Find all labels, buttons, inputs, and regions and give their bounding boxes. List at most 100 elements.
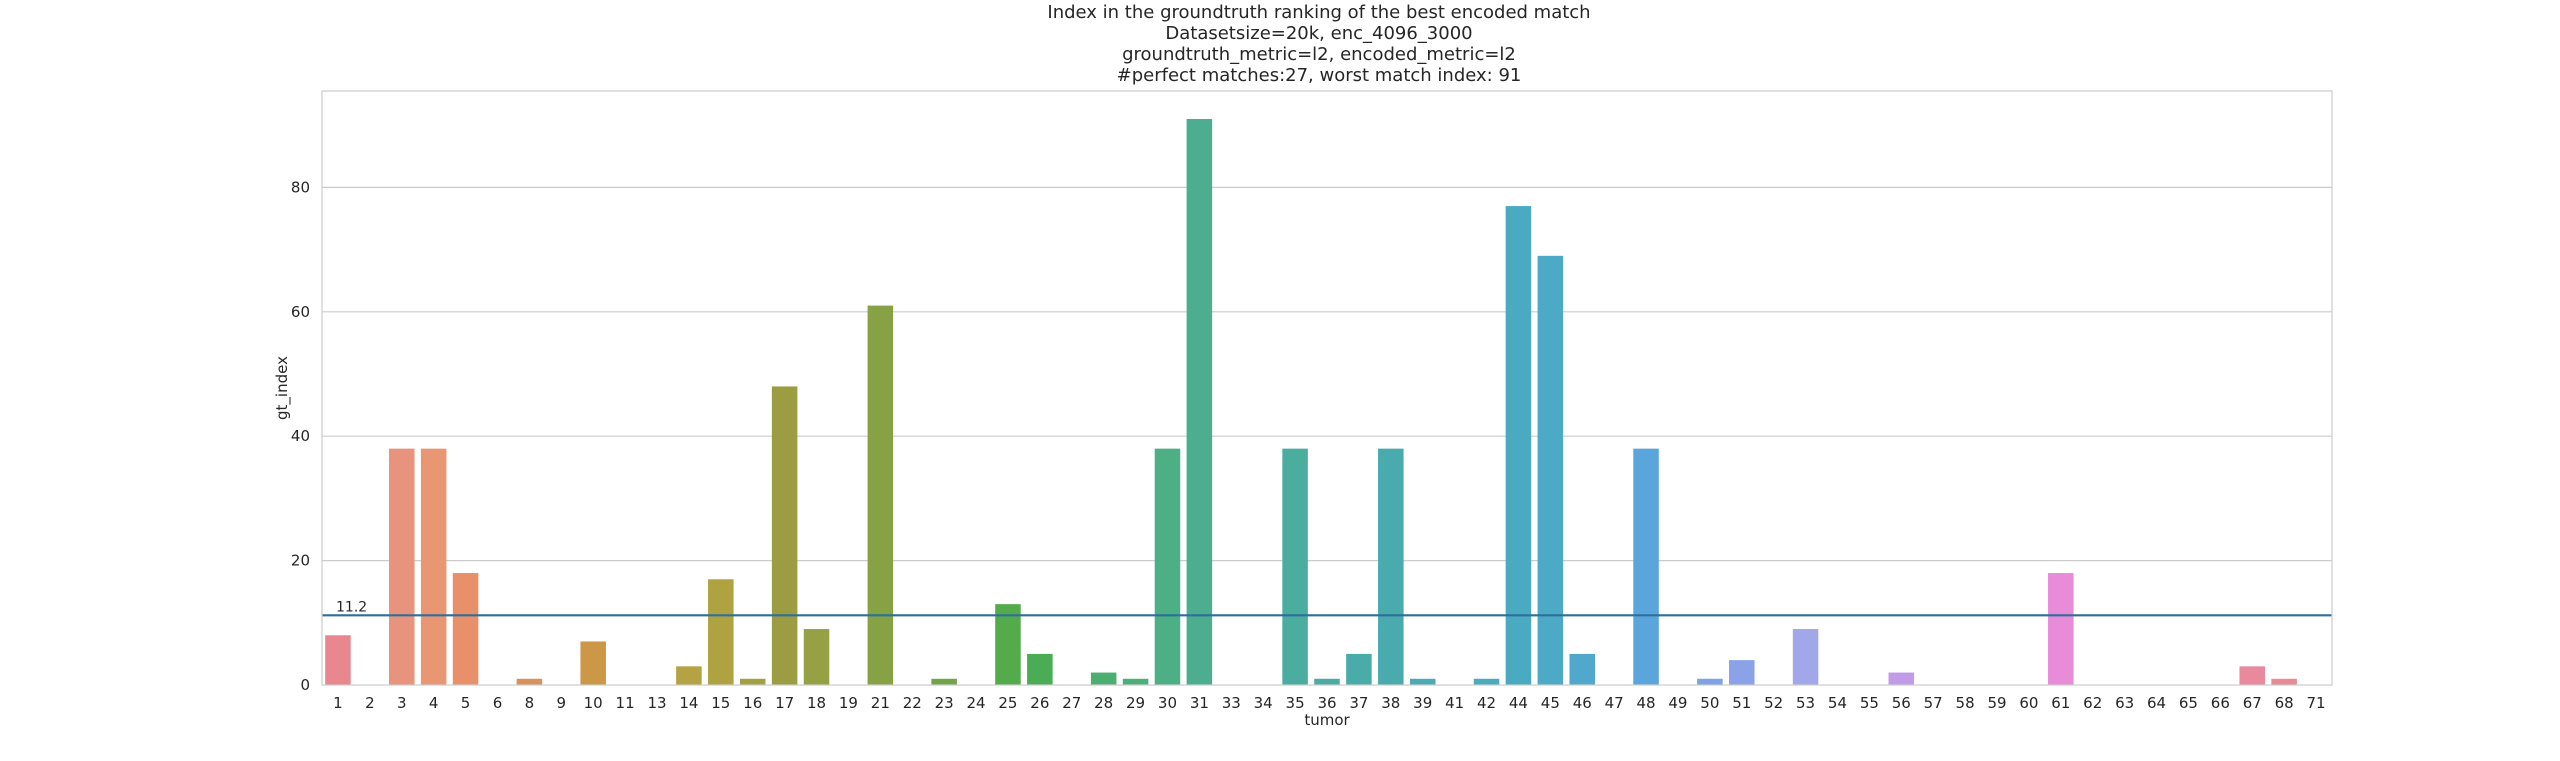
- x-tick-label: 51: [1732, 694, 1751, 712]
- x-tick-label: 4: [429, 694, 439, 712]
- x-tick-label: 58: [1956, 694, 1975, 712]
- x-tick-label: 71: [2307, 694, 2326, 712]
- x-tick-label: 55: [1860, 694, 1879, 712]
- bar-tumor-67: [2239, 666, 2265, 685]
- bar-tumor-5: [452, 573, 479, 685]
- reference-line-group: 11.2: [322, 599, 2332, 617]
- x-tick-label: 48: [1637, 694, 1656, 712]
- plot-area: [322, 91, 2332, 685]
- bar-tumor-3: [389, 448, 415, 685]
- bar-tumor-56: [1888, 672, 1915, 685]
- bar-tumor-28: [1090, 672, 1117, 685]
- x-tick-label: 1: [333, 694, 343, 712]
- bar-tumor-15: [708, 579, 734, 685]
- x-tick-label: 60: [2019, 694, 2038, 712]
- bar-tumor-46: [1569, 653, 1595, 685]
- y-tick-label: 80: [291, 178, 310, 196]
- plot-frame: [321, 90, 2333, 686]
- x-tick-label: 34: [1254, 694, 1273, 712]
- x-tick-label: 25: [998, 694, 1017, 712]
- x-tick-label: 13: [647, 694, 666, 712]
- x-tick-label: 39: [1413, 694, 1432, 712]
- x-tick-label: 63: [2115, 694, 2134, 712]
- bar-tumor-29: [1122, 678, 1149, 685]
- bar-tumor-23: [931, 678, 957, 685]
- x-tick-label: 59: [1987, 694, 2006, 712]
- x-tick-label: 23: [935, 694, 954, 712]
- bar-tumor-1: [325, 635, 351, 685]
- x-tick-label: 31: [1190, 694, 1209, 712]
- x-tick-label: 54: [1828, 694, 1847, 712]
- y-tick-label: 60: [291, 303, 310, 321]
- bar-tumor-21: [867, 305, 894, 685]
- x-tick-label: 49: [1668, 694, 1687, 712]
- y-axis-label: gt_index: [273, 356, 292, 420]
- x-tick-label: 62: [2083, 694, 2102, 712]
- x-tick-label: 22: [903, 694, 922, 712]
- bar-tumor-4: [420, 448, 447, 685]
- x-tick-label: 2: [365, 694, 375, 712]
- x-tick-label: 50: [1700, 694, 1719, 712]
- bars: [325, 118, 2297, 686]
- x-tick-label: 44: [1509, 694, 1528, 712]
- bar-tumor-14: [676, 666, 702, 685]
- x-tick-label: 35: [1286, 694, 1305, 712]
- reference-line-label: 11.2: [336, 599, 367, 615]
- bar-tumor-38: [1378, 448, 1404, 685]
- y-tick-label: 40: [291, 427, 310, 445]
- bar-tumor-17: [771, 386, 798, 685]
- bar-tumor-31: [1186, 118, 1213, 686]
- x-tick-label: 14: [679, 694, 698, 712]
- x-tick-label: 42: [1477, 694, 1496, 712]
- x-tick-label: 10: [584, 694, 603, 712]
- bar-tumor-53: [1792, 629, 1819, 685]
- chart-title: Index in the groundtruth ranking of the …: [0, 2, 2560, 86]
- bar-tumor-30: [1154, 448, 1181, 685]
- x-tick-label: 38: [1381, 694, 1400, 712]
- x-tick-label: 27: [1062, 694, 1081, 712]
- x-tick-label: 9: [557, 694, 567, 712]
- x-tick-label: 18: [807, 694, 826, 712]
- bar-tumor-37: [1346, 653, 1372, 685]
- x-tick-label: 45: [1541, 694, 1560, 712]
- x-tick-label: 21: [871, 694, 890, 712]
- y-tick-label: 20: [291, 552, 310, 570]
- gridlines: [322, 186, 2332, 562]
- x-tick-label: 47: [1605, 694, 1624, 712]
- x-axis-ticks: 1 2 3 4 5 6 8 9 10 11 13 14 15 16 17 18 19 21 22 23 24 25 26 27…: [333, 694, 2325, 712]
- bar-tumor-16: [739, 678, 766, 685]
- x-tick-label: 6: [493, 694, 503, 712]
- bar-tumor-42: [1473, 678, 1500, 685]
- bar-tumor-36: [1314, 678, 1340, 685]
- bar-tumor-8: [516, 678, 543, 685]
- x-tick-label: 37: [1349, 694, 1368, 712]
- x-tick-label: 68: [2275, 694, 2294, 712]
- x-tick-label: 33: [1222, 694, 1241, 712]
- bar-tumor-26: [1027, 653, 1053, 685]
- bar-tumor-44: [1505, 206, 1532, 686]
- x-tick-label: 64: [2147, 694, 2166, 712]
- bar-tumor-45: [1537, 255, 1564, 686]
- x-tick-label: 41: [1445, 694, 1464, 712]
- x-tick-label: 65: [2179, 694, 2198, 712]
- bar-tumor-25: [995, 604, 1021, 685]
- y-tick-label: 0: [300, 676, 310, 694]
- x-tick-label: 52: [1764, 694, 1783, 712]
- x-tick-label: 17: [775, 694, 794, 712]
- bar-tumor-10: [580, 641, 606, 685]
- x-tick-label: 11: [616, 694, 635, 712]
- chart-title-line-2: Datasetsize=20k, enc_4096_3000: [1165, 23, 1473, 44]
- x-tick-label: 30: [1158, 694, 1177, 712]
- x-tick-label: 29: [1126, 694, 1145, 712]
- x-axis-label: tumor: [1304, 711, 1350, 729]
- x-tick-label: 36: [1317, 694, 1336, 712]
- x-tick-label: 16: [743, 694, 762, 712]
- y-axis-ticks: 0 20 40 60 80: [291, 178, 310, 694]
- x-tick-label: 5: [461, 694, 471, 712]
- x-tick-label: 8: [525, 694, 535, 712]
- x-tick-label: 26: [1030, 694, 1049, 712]
- bar-tumor-35: [1282, 448, 1308, 685]
- x-tick-label: 24: [967, 694, 986, 712]
- x-tick-label: 3: [397, 694, 407, 712]
